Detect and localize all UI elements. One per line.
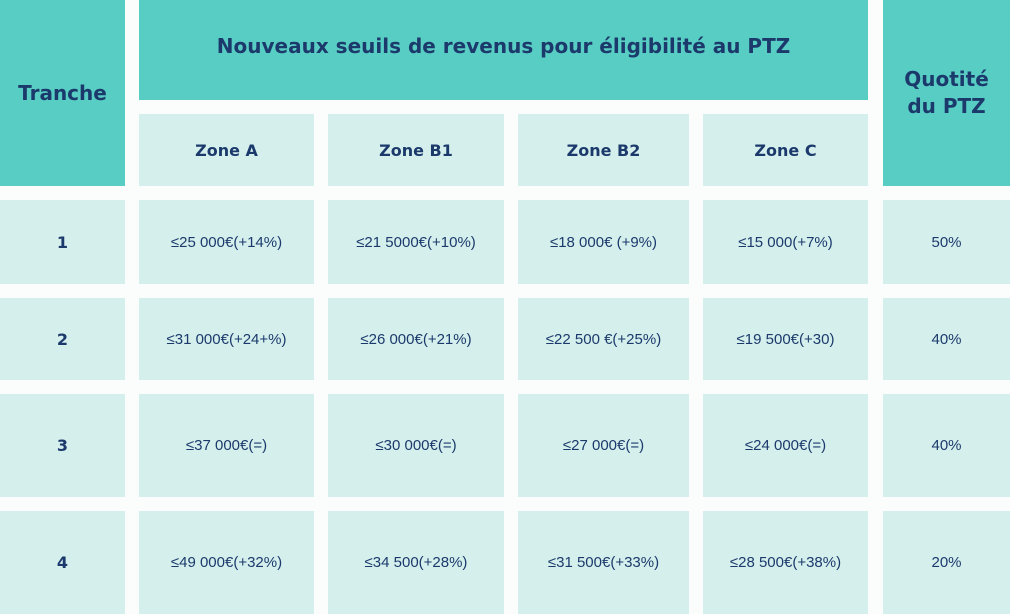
threshold-cell: ≤18 000€ (+9%) — [518, 200, 689, 284]
threshold-cell: ≤21 5000€(+10%) — [328, 200, 504, 284]
zone-header: Zone B1 — [328, 114, 504, 186]
tranche-cell: 2 — [0, 298, 125, 380]
quotite-cell: 40% — [883, 394, 1010, 497]
zone-header: Zone A — [139, 114, 314, 186]
threshold-cell: ≤37 000€(=) — [139, 394, 314, 497]
threshold-cell: ≤25 000€(+14%) — [139, 200, 314, 284]
zone-header: Zone C — [703, 114, 868, 186]
threshold-cell: ≤19 500€(+30) — [703, 298, 868, 380]
threshold-cell: ≤49 000€(+32%) — [139, 511, 314, 614]
threshold-cell: ≤31 000€(+24+%) — [139, 298, 314, 380]
quotite-cell: 50% — [883, 200, 1010, 284]
threshold-cell: ≤15 000(+7%) — [703, 200, 868, 284]
threshold-cell: ≤30 000€(=) — [328, 394, 504, 497]
threshold-cell: ≤22 500 €(+25%) — [518, 298, 689, 380]
threshold-cell: ≤26 000€(+21%) — [328, 298, 504, 380]
quotite-cell: 40% — [883, 298, 1010, 380]
threshold-cell: ≤24 000€(=) — [703, 394, 868, 497]
threshold-cell: ≤28 500€(+38%) — [703, 511, 868, 614]
zone-header: Zone B2 — [518, 114, 689, 186]
threshold-cell: ≤27 000€(=) — [518, 394, 689, 497]
threshold-cell: ≤34 500(+28%) — [328, 511, 504, 614]
header-quotite: Quotité du PTZ — [883, 0, 1010, 186]
quotite-cell: 20% — [883, 511, 1010, 614]
threshold-cell: ≤31 500€(+33%) — [518, 511, 689, 614]
tranche-cell: 3 — [0, 394, 125, 497]
header-title: Nouveaux seuils de revenus pour éligibil… — [139, 0, 868, 100]
header-tranche: Tranche — [0, 0, 125, 186]
tranche-cell: 4 — [0, 511, 125, 614]
tranche-cell: 1 — [0, 200, 125, 284]
